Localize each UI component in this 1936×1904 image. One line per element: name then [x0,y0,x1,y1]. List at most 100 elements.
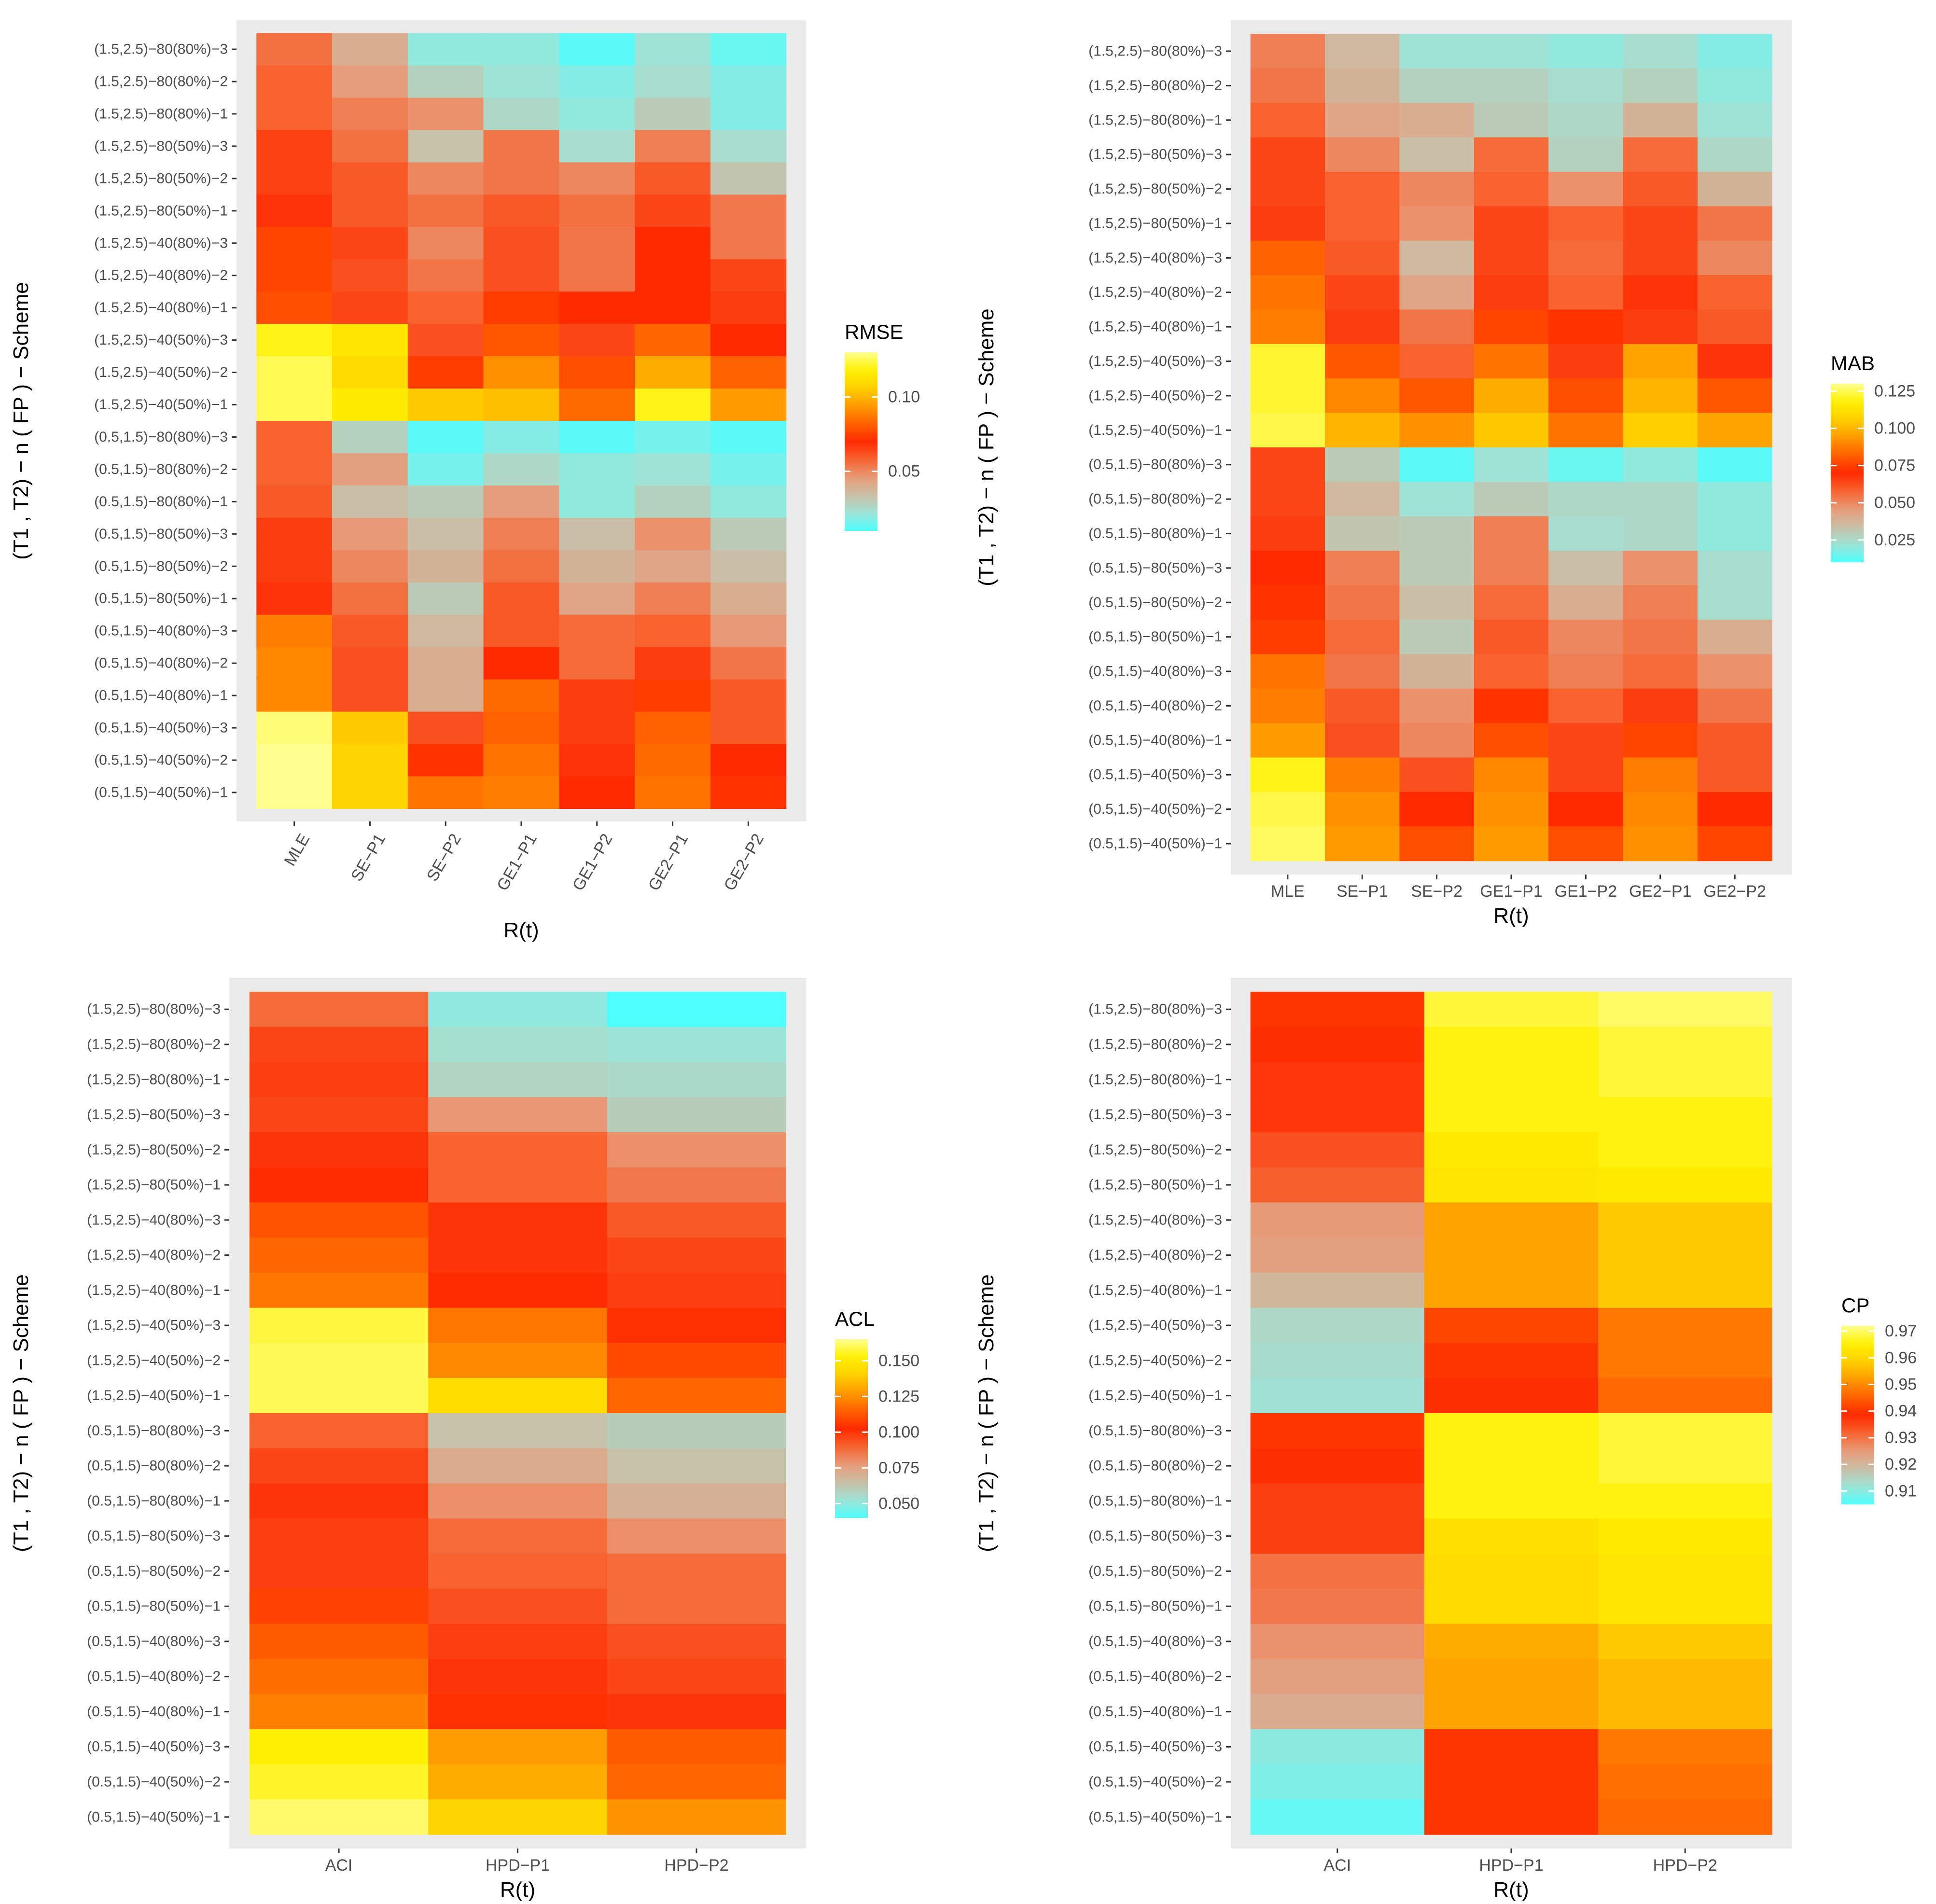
heatmap-cell [1250,1483,1425,1519]
y-axis-title: (T1 , T2) − n ( FP ) − Scheme [9,282,33,559]
y-tick-label: (1.5,2.5)−80(80%)−1 [1088,112,1222,128]
heatmap-cell [483,259,559,292]
heatmap-cell [1250,1448,1425,1484]
heatmap-cell [256,711,333,745]
heatmap-cell [1424,1167,1599,1203]
heatmap-cell [1548,344,1624,379]
heatmap-cell [483,744,559,777]
heatmap-cell [1623,757,1698,792]
heatmap-cell [1623,137,1698,172]
heatmap-cell [1598,1237,1772,1273]
legend-tick-label: 0.91 [1885,1482,1917,1500]
heatmap-cell [559,744,635,777]
heatmap-cell [1424,1132,1599,1168]
y-tick-label: (0.5,1.5)−80(50%)−1 [94,591,228,607]
y-tick-label: (1.5,2.5)−80(80%)−3 [87,1001,221,1017]
heatmap-cell [407,453,484,486]
heatmap-cell [249,1027,429,1062]
y-axis-title: (T1 , T2) − n ( FP ) − Scheme [975,1274,998,1552]
heatmap-cell [607,1588,786,1625]
y-tick-label: (1.5,2.5)−40(50%)−3 [87,1318,221,1334]
y-tick-label: (1.5,2.5)−80(50%)−1 [1088,215,1222,231]
heatmap-cell [710,389,787,421]
x-axis-title: R(t) [1493,904,1529,928]
heatmap-cell [635,259,711,292]
heatmap-cell [428,1448,608,1484]
x-axis-title: R(t) [503,918,539,942]
heatmap-cell [1325,68,1400,103]
y-tick-label: (0.5,1.5)−40(80%)−2 [1088,698,1222,714]
legend-tick-label: 0.125 [878,1387,919,1405]
heatmap-cell [256,356,333,389]
heatmap-cell [1325,275,1400,310]
heatmap-cell [1697,206,1772,241]
heatmap-cell [1424,1518,1599,1554]
heatmap-cell [1399,792,1475,827]
heatmap-cell [1548,757,1624,792]
heatmap-cell [1250,206,1325,241]
heatmap-cell [1250,1659,1425,1695]
heatmap-cell [332,647,408,680]
heatmap-cell [428,1694,608,1730]
y-tick-label: (1.5,2.5)−80(80%)−1 [87,1071,221,1087]
heatmap-cell [407,550,484,583]
heatmap-cell [428,1027,608,1062]
heatmap-cell [1250,516,1325,551]
heatmap-cell [483,356,559,389]
y-tick-label: (1.5,2.5)−40(80%)−2 [94,267,228,283]
heatmap-cell [710,776,787,809]
heatmap-cell [428,1729,608,1765]
heatmap-cell [1697,723,1772,758]
heatmap-cell [559,162,635,195]
heatmap-cell [1424,1062,1599,1098]
heatmap-cell [1623,482,1698,517]
heatmap-cell [1424,991,1599,1028]
heatmap-cell [1548,171,1624,207]
heatmap-cell [1399,654,1475,689]
heatmap-cell [1623,516,1698,551]
heatmap-cell [1250,1764,1425,1800]
heatmap-cell [249,1062,429,1098]
heatmap-cell [1474,206,1549,241]
heatmap-cell [332,582,408,615]
heatmap-cell [1250,103,1325,138]
heatmap-cell [710,130,787,163]
heatmap-cell [1548,68,1624,103]
y-tick-label: (0.5,1.5)−40(50%)−3 [1088,1739,1222,1755]
heatmap-cell [1325,723,1400,758]
heatmap-cell [332,130,408,163]
heatmap-cell [1325,378,1400,414]
heatmap-cell [1474,240,1549,276]
heatmap-cell [332,65,408,98]
heatmap-cell [332,614,408,648]
y-tick-label: (1.5,2.5)−40(80%)−2 [1088,1247,1222,1263]
heatmap-cell [1325,309,1400,345]
heatmap-cell [249,1237,429,1273]
y-tick-label: (1.5,2.5)−40(50%)−1 [1088,1388,1222,1404]
x-tick-label: HPD−P1 [486,1856,550,1875]
y-tick-label: (1.5,2.5)−80(50%)−2 [94,170,228,186]
y-tick-label: (1.5,2.5)−40(50%)−3 [94,332,228,348]
heatmap-cell [1598,1799,1772,1835]
y-tick-label: (0.5,1.5)−80(80%)−1 [87,1493,221,1509]
heatmap-cell [428,1659,608,1695]
y-tick-label: (1.5,2.5)−80(50%)−1 [94,203,228,219]
heatmap-cell [332,711,408,745]
heatmap-cell [407,162,484,195]
heatmap-cell [428,1764,608,1800]
heatmap-cell [1325,447,1400,482]
heatmap-cell [1548,103,1624,138]
y-tick-label: (0.5,1.5)−80(50%)−1 [1088,1598,1222,1614]
heatmap-cell [256,324,333,357]
x-tick-label: SE−P2 [423,831,465,885]
y-tick-label: (1.5,2.5)−40(80%)−1 [94,300,228,316]
heatmap-cell [559,582,635,615]
heatmap-cell [1424,1588,1599,1625]
y-tick-label: (0.5,1.5)−80(50%)−3 [94,526,228,542]
heatmap-cell [607,1062,786,1098]
heatmap-cell [1598,1062,1772,1098]
heatmap-cell [635,679,711,712]
legend-tick-label: 0.96 [1885,1348,1917,1367]
heatmap-cell [256,389,333,421]
heatmap-cell [332,259,408,292]
